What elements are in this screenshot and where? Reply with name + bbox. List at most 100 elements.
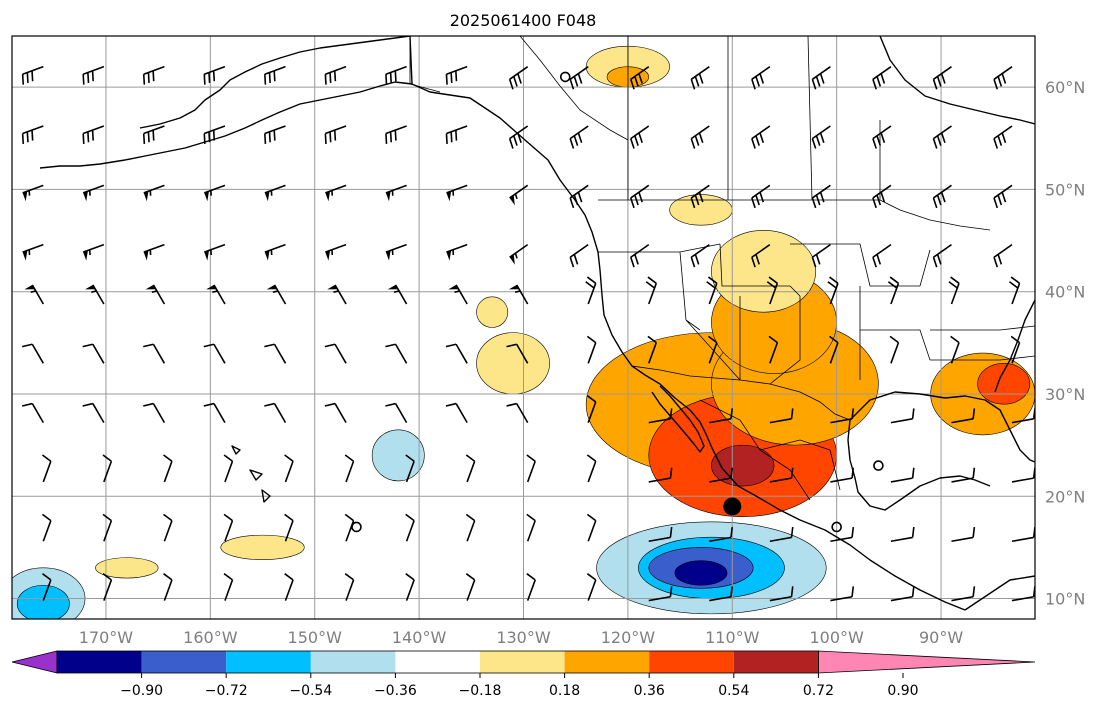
wind-barb (324, 65, 347, 85)
wind-barb (569, 184, 589, 209)
wind-barb (585, 276, 597, 305)
wind-barb (506, 402, 529, 424)
wind-barb (629, 184, 650, 209)
wind-barb (709, 586, 733, 602)
border-mexico-states (699, 399, 841, 501)
border-us-canada (598, 199, 991, 231)
wind-barb (445, 402, 468, 424)
map-frame (11, 35, 1036, 620)
wind-barb (41, 454, 52, 483)
wind-barb (385, 243, 407, 261)
colorbar-tick-label: −0.90 (120, 683, 163, 699)
wind-barb (648, 467, 673, 483)
colorbar-tick-label: −0.36 (374, 683, 417, 699)
wind-barb (142, 65, 165, 85)
wind-barb (82, 65, 105, 85)
anomaly-region (95, 557, 159, 579)
wind-barbs (21, 65, 1035, 602)
filled-circle-marker (723, 497, 742, 516)
colorbar: −0.90 −0.72 −0.54 −0.36 −0.18 0.18 0.36 0.54 0.7… (11, 650, 1036, 699)
wind-barb (203, 65, 226, 85)
latitude-labels: 60°N 50°N 40°N 30°N 20°N 10°N (1045, 78, 1085, 608)
wind-barb (829, 335, 839, 364)
anomaly-region (674, 560, 728, 586)
wind-barb (890, 408, 915, 424)
wind-barb (204, 243, 226, 261)
wind-barb (890, 467, 915, 483)
wind-barb (1009, 276, 1021, 305)
colorbar-tick-label: 0.90 (887, 683, 918, 699)
colorbar-segment (395, 651, 480, 673)
wind-barb (629, 243, 650, 268)
border-us-states (598, 243, 1035, 385)
wind-barb (769, 586, 794, 602)
lon-tick-label: 140°W (392, 628, 447, 647)
wind-barb (629, 66, 650, 90)
wind-barb (648, 408, 673, 424)
wind-barb (932, 243, 952, 268)
wind-barb (203, 402, 226, 424)
wind-barb (769, 526, 794, 543)
wind-barb (709, 408, 733, 424)
wind-barb (102, 513, 113, 542)
lat-tick-label: 20°N (1045, 487, 1085, 506)
wind-barb (648, 586, 673, 602)
border-canada-provinces (519, 36, 881, 201)
coastline-hudson-bay (879, 36, 1035, 125)
wind-barb (890, 526, 915, 543)
wind-barb (344, 573, 355, 601)
wind-barb (526, 454, 536, 483)
wind-barb (751, 243, 771, 268)
open-circle-marker (351, 521, 362, 533)
wind-barb (284, 454, 294, 483)
wind-barb (751, 184, 771, 209)
anomaly-region (371, 429, 425, 482)
wind-barb (569, 125, 589, 149)
wind-barb (163, 454, 173, 483)
wind-barb (769, 408, 794, 424)
wind-barb (325, 184, 347, 202)
wind-barb (266, 284, 287, 305)
coastline-north-america-west (409, 36, 966, 611)
wind-barb (993, 243, 1013, 268)
wind-barb (142, 125, 165, 145)
lon-tick-label: 150°W (288, 628, 343, 647)
wind-barb (264, 243, 286, 261)
wind-barb (951, 467, 976, 483)
wind-barb (21, 125, 44, 145)
wind-barb (405, 513, 415, 542)
wind-barb (872, 184, 892, 209)
wind-barb (690, 66, 710, 90)
wind-barb (446, 243, 468, 261)
colorbar-segment (564, 651, 650, 673)
wind-barb (445, 125, 468, 145)
colorbar-extend-max (818, 650, 1036, 674)
wind-barb (24, 284, 45, 305)
anomaly-region (711, 444, 775, 487)
wind-barb (82, 184, 105, 202)
colorbar-segment (57, 651, 142, 673)
coastline-gulf-coast-us (849, 391, 1035, 463)
wind-barb (82, 343, 105, 364)
lon-tick-label: 110°W (705, 628, 760, 647)
wind-barb (647, 335, 658, 364)
wind-barb (21, 65, 44, 85)
wind-barb (887, 276, 900, 305)
lat-tick-label: 60°N (1045, 78, 1085, 97)
wind-barb (344, 454, 355, 483)
colorbar-tick-label: 0.54 (718, 683, 749, 699)
colorbar-segment (310, 651, 396, 673)
wind-barb (284, 513, 294, 542)
colorbar-segment (480, 651, 565, 673)
wind-barb (506, 343, 529, 364)
lat-tick-label: 10°N (1045, 590, 1085, 609)
wind-barb (872, 66, 892, 90)
gridlines (12, 36, 1035, 619)
coastline-alaska-south (39, 81, 413, 169)
colorbar-extend-min (11, 650, 58, 674)
wind-barb (586, 573, 597, 601)
wind-barb (629, 125, 650, 149)
wind-barb (932, 125, 952, 149)
wind-barb (508, 125, 529, 149)
wind-barb (932, 184, 952, 209)
